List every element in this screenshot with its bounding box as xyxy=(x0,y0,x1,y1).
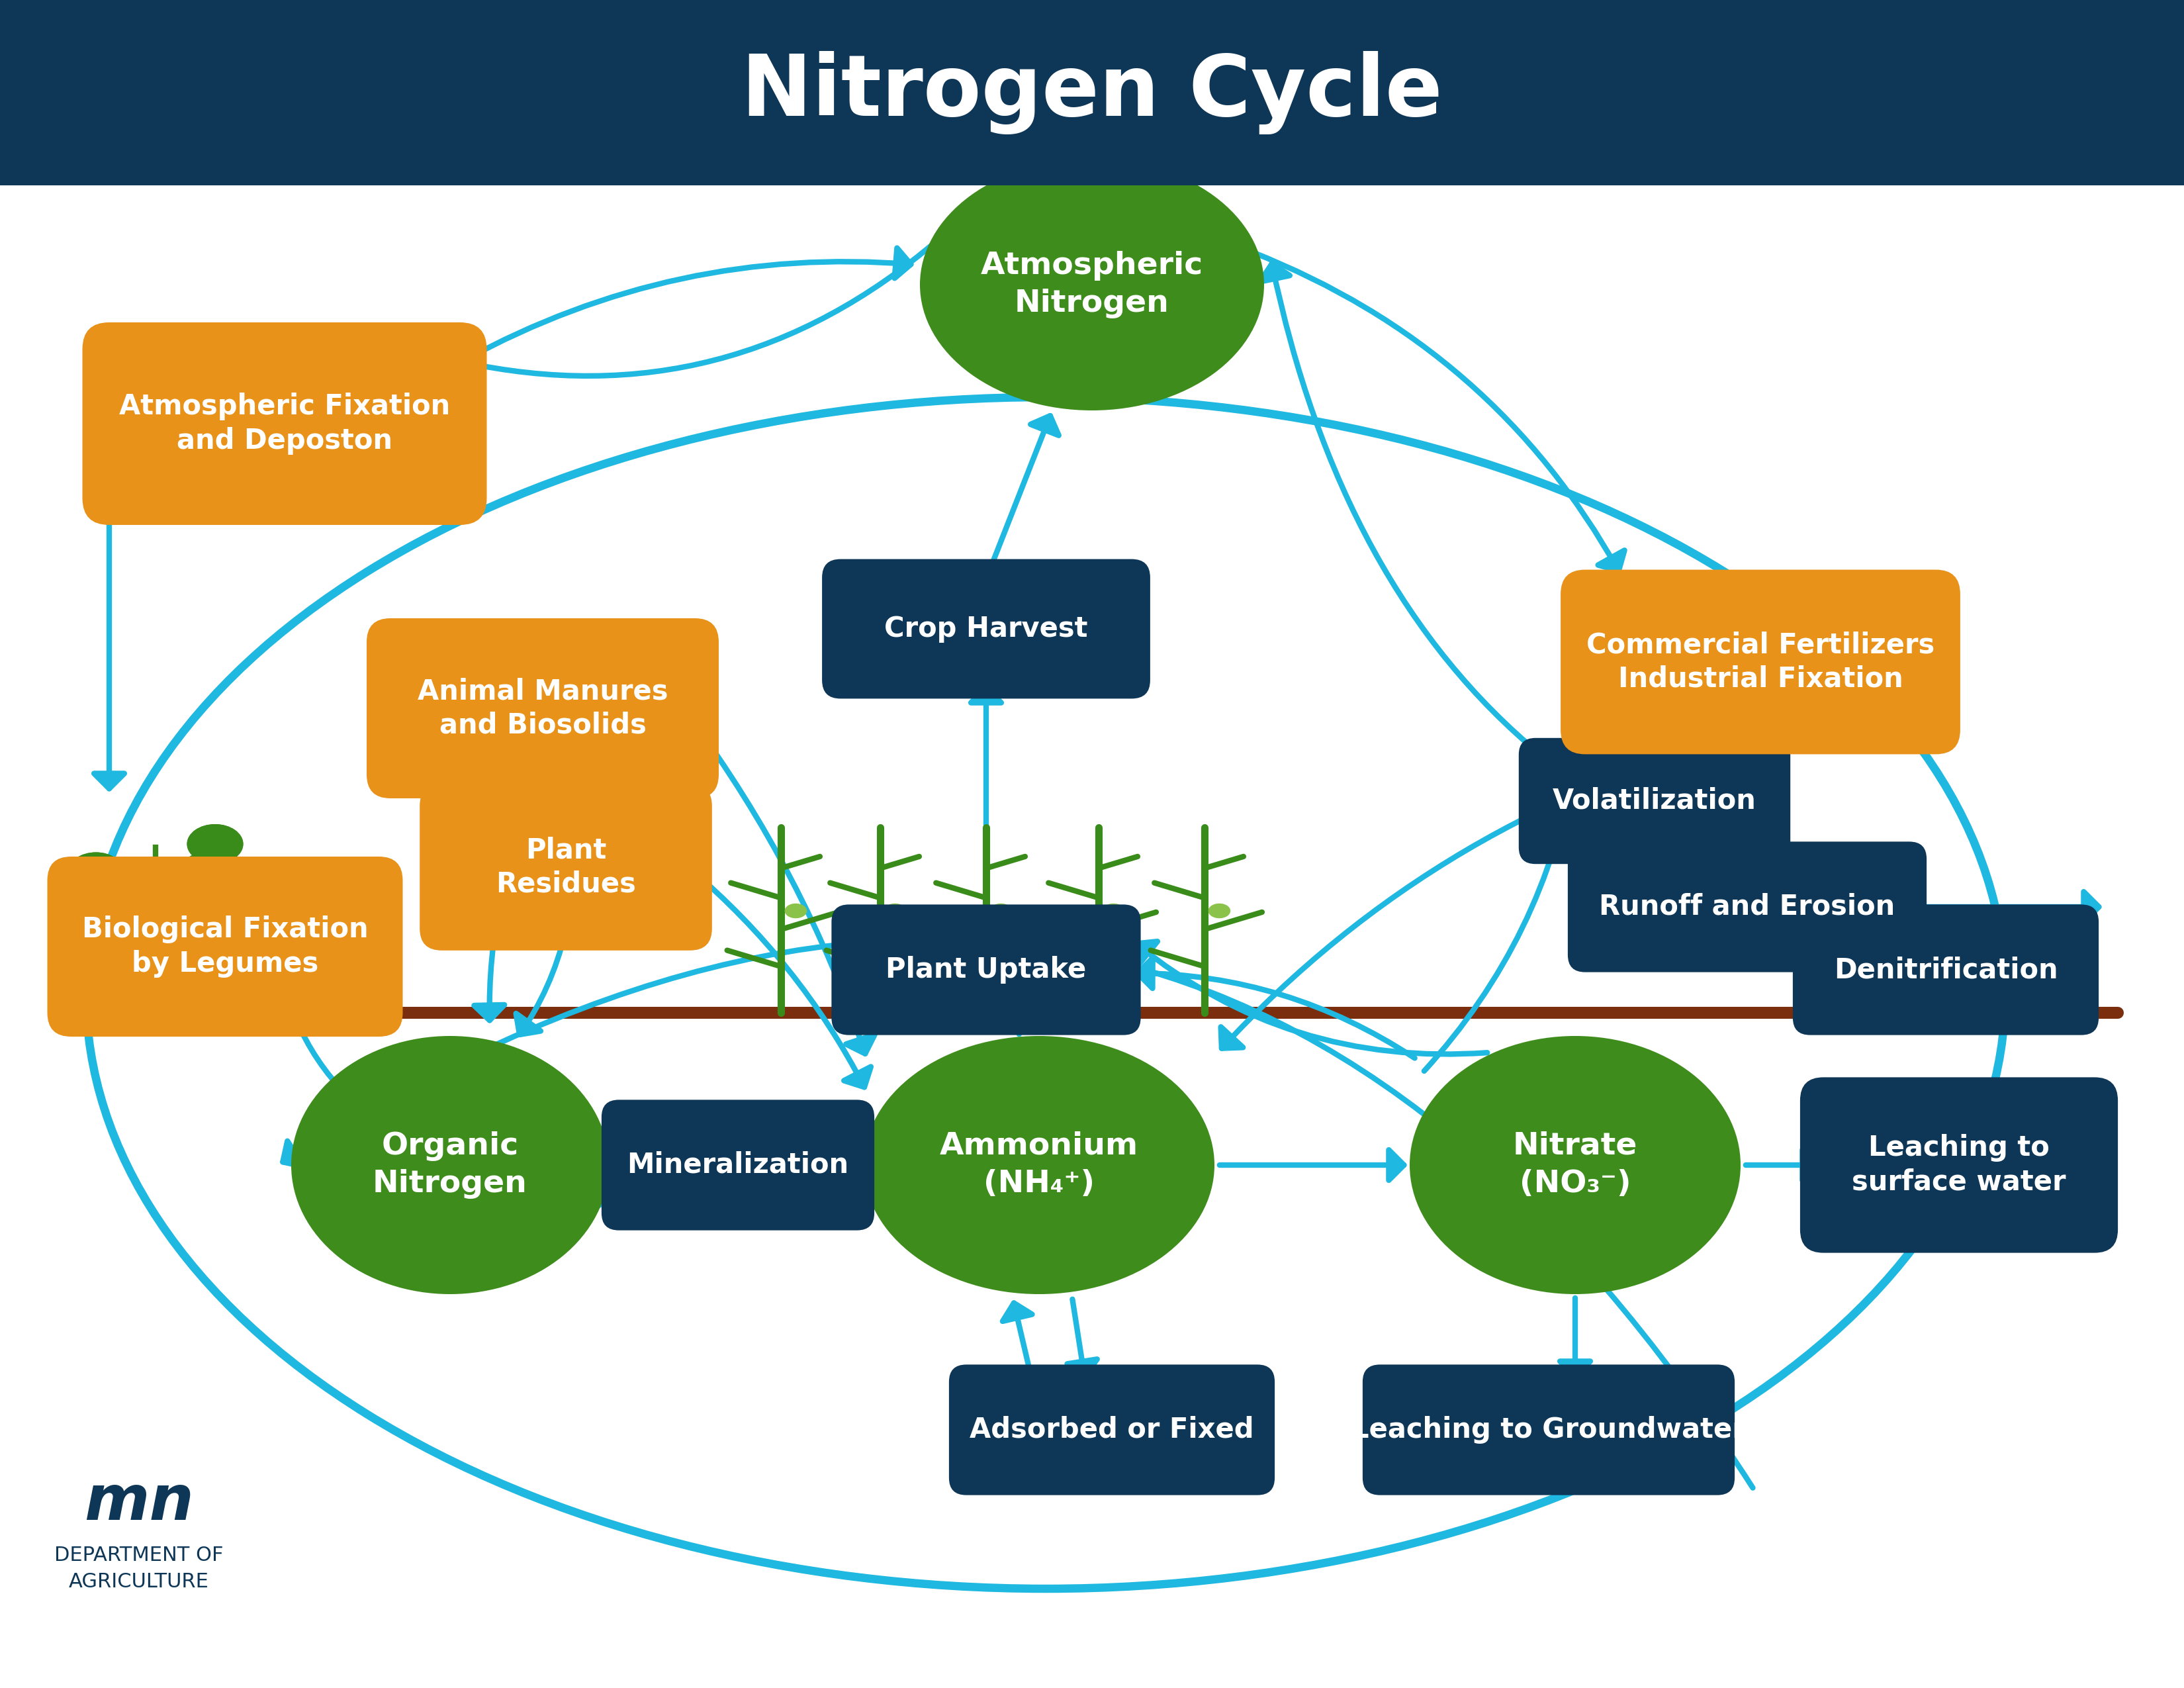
Text: Ammonium
(NH₄⁺): Ammonium (NH₄⁺) xyxy=(939,1131,1138,1198)
FancyBboxPatch shape xyxy=(1568,842,1926,972)
FancyBboxPatch shape xyxy=(1824,1101,2094,1229)
Text: Adsorbed or Fixed: Adsorbed or Fixed xyxy=(970,1416,1254,1443)
FancyBboxPatch shape xyxy=(1800,1077,2118,1252)
Ellipse shape xyxy=(68,852,124,891)
FancyBboxPatch shape xyxy=(48,856,402,1036)
FancyBboxPatch shape xyxy=(1363,1364,1734,1496)
Text: Crop Harvest: Crop Harvest xyxy=(885,614,1088,643)
Ellipse shape xyxy=(989,903,1011,918)
Text: Nitrogen Cycle: Nitrogen Cycle xyxy=(740,51,1444,135)
FancyBboxPatch shape xyxy=(1380,1382,1717,1477)
FancyBboxPatch shape xyxy=(72,881,378,1013)
FancyBboxPatch shape xyxy=(1562,569,1961,755)
FancyBboxPatch shape xyxy=(419,783,712,950)
Ellipse shape xyxy=(1409,1036,1741,1295)
Ellipse shape xyxy=(68,918,124,959)
Ellipse shape xyxy=(188,886,242,925)
Ellipse shape xyxy=(68,852,124,891)
Text: Plant
Residues: Plant Residues xyxy=(496,836,636,898)
FancyBboxPatch shape xyxy=(841,577,1131,680)
FancyBboxPatch shape xyxy=(1586,859,1909,955)
FancyBboxPatch shape xyxy=(601,1101,874,1231)
Text: Mineralization: Mineralization xyxy=(627,1151,850,1178)
FancyBboxPatch shape xyxy=(1518,738,1791,864)
Text: Atmospheric Fixation
and Deposton: Atmospheric Fixation and Deposton xyxy=(120,393,450,454)
FancyBboxPatch shape xyxy=(950,1364,1275,1496)
Text: Atmospheric
Nitrogen: Atmospheric Nitrogen xyxy=(981,252,1203,319)
Ellipse shape xyxy=(188,824,242,864)
Ellipse shape xyxy=(290,1036,609,1295)
Ellipse shape xyxy=(784,903,806,918)
Text: AGRICULTURE: AGRICULTURE xyxy=(70,1573,210,1592)
Text: Runoff and Erosion: Runoff and Erosion xyxy=(1599,893,1896,920)
Ellipse shape xyxy=(1208,903,1230,918)
Text: mn: mn xyxy=(85,1472,194,1533)
Text: Plant Uptake: Plant Uptake xyxy=(887,955,1085,984)
FancyBboxPatch shape xyxy=(965,1382,1258,1477)
FancyBboxPatch shape xyxy=(832,905,1140,1035)
FancyBboxPatch shape xyxy=(1793,905,2099,1035)
Text: Leaching to
surface water: Leaching to surface water xyxy=(1852,1134,2066,1197)
Text: Commercial Fertilizers
Industrial Fixation: Commercial Fertilizers Industrial Fixati… xyxy=(1586,631,1935,694)
Text: Nitrate
(NO₃⁻): Nitrate (NO₃⁻) xyxy=(1514,1131,1638,1198)
Ellipse shape xyxy=(885,903,906,918)
FancyBboxPatch shape xyxy=(1811,922,2081,1018)
Ellipse shape xyxy=(68,918,124,959)
FancyBboxPatch shape xyxy=(109,349,461,498)
Text: DEPARTMENT OF: DEPARTMENT OF xyxy=(55,1546,223,1565)
Text: Denitrification: Denitrification xyxy=(1835,955,2057,984)
Text: Organic
Nitrogen: Organic Nitrogen xyxy=(373,1131,526,1198)
FancyBboxPatch shape xyxy=(618,1117,856,1214)
FancyBboxPatch shape xyxy=(821,559,1151,699)
Ellipse shape xyxy=(919,159,1265,410)
FancyBboxPatch shape xyxy=(1535,755,1773,847)
Ellipse shape xyxy=(188,824,242,864)
FancyBboxPatch shape xyxy=(83,322,487,525)
Ellipse shape xyxy=(863,1036,1214,1295)
Ellipse shape xyxy=(188,886,242,925)
FancyBboxPatch shape xyxy=(1586,594,1935,729)
FancyBboxPatch shape xyxy=(391,641,695,775)
FancyBboxPatch shape xyxy=(850,922,1123,1018)
FancyBboxPatch shape xyxy=(441,805,690,928)
Text: Leaching to Groundwater: Leaching to Groundwater xyxy=(1352,1416,1745,1443)
Text: Biological Fixation
by Legumes: Biological Fixation by Legumes xyxy=(81,915,369,977)
FancyBboxPatch shape xyxy=(367,618,719,798)
Ellipse shape xyxy=(1103,903,1125,918)
FancyBboxPatch shape xyxy=(0,0,2184,186)
Text: Volatilization: Volatilization xyxy=(1553,787,1756,815)
Text: Animal Manures
and Biosolids: Animal Manures and Biosolids xyxy=(417,677,668,739)
